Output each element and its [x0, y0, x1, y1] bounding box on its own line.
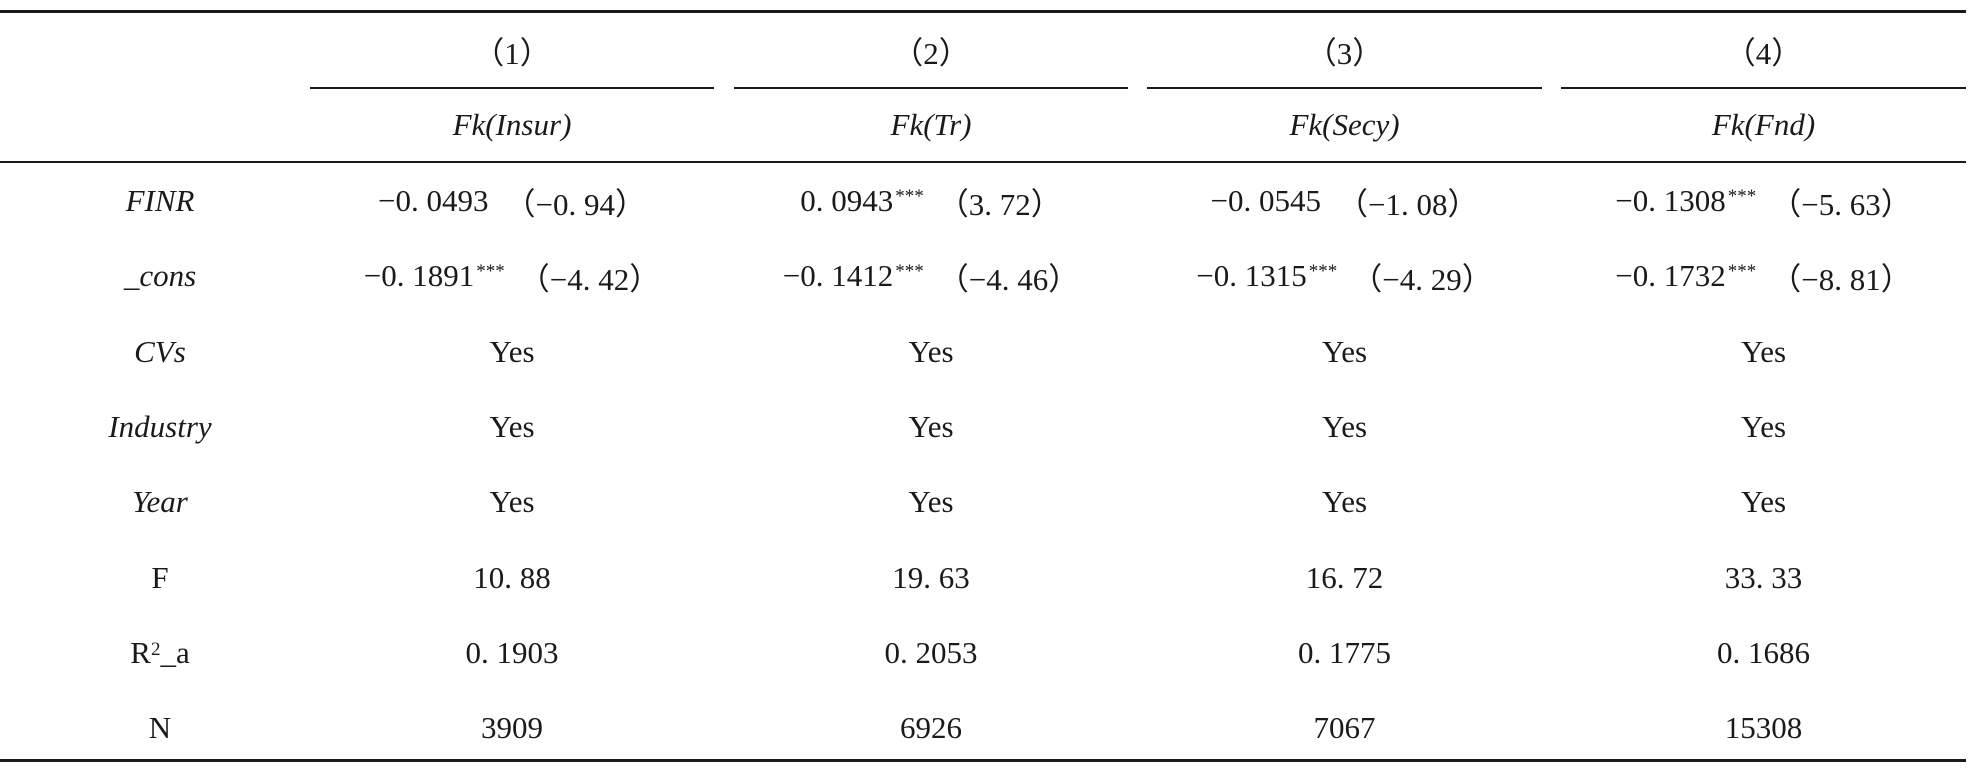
table-row-label: Industry: [108, 408, 212, 444]
col2-header-rule: [734, 87, 1128, 89]
table-cell-coef: −0. 1891 *** （−4. 42）: [310, 246, 714, 306]
row-label-main: R: [130, 634, 151, 670]
col-var-2: Fk(Tr): [890, 107, 972, 142]
col-number-1: （1）: [473, 35, 551, 71]
table-cell: 33. 33: [1724, 559, 1803, 595]
table-row-label: Year: [132, 484, 188, 520]
row-label-tail: _a: [160, 634, 190, 670]
header-bottom-rule: [0, 161, 1966, 163]
t-statistic: （−4. 46）: [937, 261, 1080, 297]
table-cell: Yes: [908, 408, 954, 444]
table-cell: Yes: [1740, 408, 1787, 444]
t-statistic: （−4. 29）: [1351, 261, 1493, 297]
t-statistic: （−8. 81）: [1770, 261, 1912, 297]
coefficient: 0. 0943: [800, 183, 894, 218]
col-number-2: （2）: [892, 35, 970, 71]
table-row-label: N: [148, 710, 172, 746]
col-var-4: Fk(Fnd): [1711, 107, 1816, 142]
col-number-4: （4）: [1724, 35, 1803, 71]
t-statistic: （3. 72）: [937, 186, 1062, 222]
table-cell-coef: −0. 1732 *** （−8. 81）: [1561, 246, 1966, 306]
table-cell: 15308: [1724, 710, 1803, 746]
coefficient: −0. 1315: [1196, 258, 1307, 294]
table-cell: 7067: [1313, 710, 1376, 746]
table-row-label: CVs: [134, 333, 186, 369]
table-cell: 0. 2053: [884, 634, 978, 670]
table-cell-coef: −0. 1412 *** （−4. 46）: [734, 246, 1128, 306]
table-cell: Yes: [489, 333, 535, 369]
bottom-rule: [0, 759, 1966, 762]
t-statistic: （−1. 08）: [1337, 186, 1479, 222]
table-cell-coef: −0. 1315 *** （−4. 29）: [1147, 246, 1542, 306]
coefficient: −0. 1891: [363, 258, 475, 294]
table-cell: 19. 63: [892, 559, 970, 595]
coefficient: −0. 0493: [378, 183, 489, 218]
col1-header-rule: [310, 87, 714, 89]
table-cell: Yes: [1740, 333, 1787, 369]
coefficient: −0. 1308: [1615, 183, 1726, 218]
table-cell: 10. 88: [473, 559, 551, 595]
table-cell-coef: 0. 0943 *** （3. 72）: [734, 171, 1128, 231]
coefficient: −0. 0545: [1210, 183, 1321, 218]
table-cell-coef: −0. 1308 *** （−5. 63）: [1561, 171, 1966, 231]
table-cell: Yes: [489, 484, 535, 520]
table-cell: 0. 1775: [1298, 634, 1391, 670]
table-cell: Yes: [1740, 484, 1787, 520]
table-row-label: R 2 _a: [130, 634, 190, 670]
table-cell-coef: −0. 0493 （−0. 94）: [310, 171, 714, 231]
t-statistic: （−5. 63）: [1770, 186, 1912, 222]
table-row-label: F: [151, 559, 169, 595]
table-cell: Yes: [1321, 333, 1368, 369]
table-row-label: _cons: [123, 258, 197, 294]
table-cell: 0. 1686: [1717, 634, 1810, 670]
col-var-1: Fk(Insur): [452, 107, 572, 142]
table-cell: 16. 72: [1305, 559, 1384, 595]
col-var-3: Fk(Secy): [1289, 107, 1400, 142]
coefficient: −0. 1732: [1615, 258, 1726, 294]
table-cell: 6926: [900, 710, 962, 746]
table-cell: Yes: [908, 484, 954, 520]
col3-header-rule: [1147, 87, 1542, 89]
table-cell: 0. 1903: [465, 634, 559, 670]
t-statistic: （−0. 94）: [504, 186, 646, 222]
table-cell: Yes: [489, 408, 535, 444]
t-statistic: （−4. 42）: [518, 261, 661, 297]
table-cell: 3909: [481, 710, 543, 746]
col4-header-rule: [1561, 87, 1966, 89]
table-cell: Yes: [908, 333, 954, 369]
col-number-3: （3）: [1305, 35, 1384, 71]
table-cell: Yes: [1321, 484, 1368, 520]
table-cell: Yes: [1321, 408, 1368, 444]
table-cell-coef: −0. 0545 （−1. 08）: [1147, 171, 1542, 231]
table-row-label: FINR: [125, 183, 195, 218]
coefficient: −0. 1412: [782, 258, 894, 294]
top-rule: [0, 10, 1966, 13]
